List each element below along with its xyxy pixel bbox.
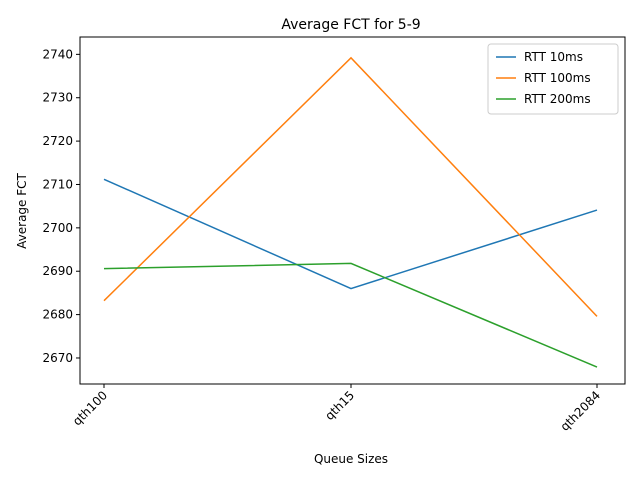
x-axis-label: Queue Sizes: [314, 452, 388, 466]
y-tick-label: 2740: [42, 47, 73, 61]
legend-label: RTT 200ms: [524, 92, 591, 106]
y-tick-label: 2680: [42, 308, 73, 322]
plot-area: [103, 56, 598, 368]
series-line-rtt-10ms: [103, 178, 598, 290]
legend-label: RTT 100ms: [524, 71, 591, 85]
y-axis-label: Average FCT: [15, 172, 29, 248]
legend-box: [487, 43, 619, 115]
y-tick-label: 2690: [42, 264, 73, 278]
y-tick-label: 2700: [42, 221, 73, 235]
y-axis: 2670 2680 2690 2700 2710 2720 2730 2740: [42, 47, 80, 365]
y-tick-label: 2710: [42, 177, 73, 191]
series-line-rtt-100ms: [103, 56, 598, 317]
series-line-rtt-200ms: [103, 262, 598, 368]
legend-label: RTT 10ms: [524, 50, 583, 64]
axes-frame: [79, 36, 626, 385]
legend: RTT 10ms RTT 100ms RTT 200ms: [487, 43, 619, 115]
y-tick-label: 2670: [42, 351, 73, 365]
y-tick-label: 2720: [42, 134, 73, 148]
y-tick-label: 2730: [42, 91, 73, 105]
chart-title: Average FCT for 5-9: [281, 17, 420, 33]
